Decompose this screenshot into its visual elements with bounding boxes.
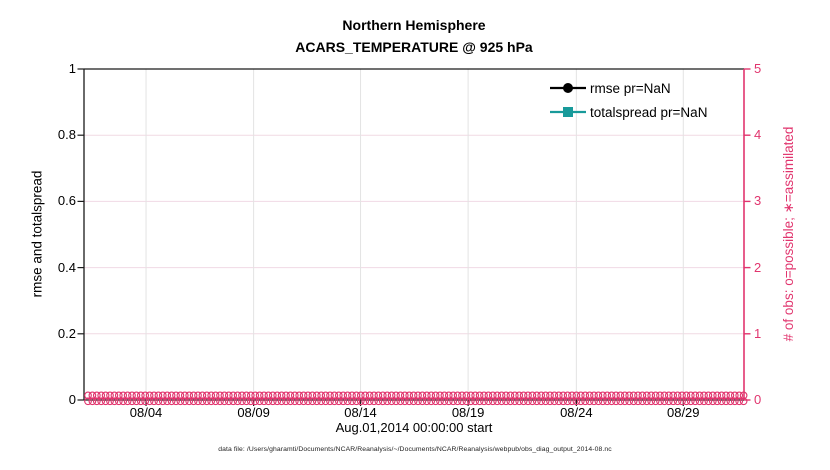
x-tick-label: 08/09 — [237, 405, 270, 420]
left-y-tick-label: 0.8 — [57, 127, 76, 143]
chart-subtitle: ACARS_TEMPERATURE @ 925 hPa — [295, 39, 533, 55]
left-y-tick-label: 0.2 — [57, 325, 76, 341]
left-y-tick-label: 0.6 — [57, 193, 76, 209]
right-y-tick-label: 3 — [754, 193, 762, 209]
right-y-tick-label: 4 — [754, 127, 762, 143]
legend-label-totalspread: totalspread pr=NaN — [590, 104, 708, 120]
legend-item-totalspread: totalspread pr=NaN — [549, 100, 707, 124]
left-y-axis-label: rmse and totalspread — [29, 170, 45, 298]
x-tick-label: 08/04 — [129, 405, 163, 420]
right-y-tick-label: 2 — [754, 259, 762, 275]
right-y-axis-label: # of obs: o=possible; ∗=assimilated — [781, 126, 796, 342]
x-axis-label: Aug.01,2014 00:00:00 start — [335, 420, 493, 435]
legend-label-rmse: rmse pr=NaN — [590, 80, 671, 96]
totalspread-line-marker-icon — [550, 107, 586, 117]
right-y-tick-label: 5 — [754, 61, 762, 76]
left-y-tick-label: 0 — [68, 392, 76, 407]
right-y-tick-label: 1 — [754, 325, 762, 341]
x-tick-label: 08/14 — [344, 405, 377, 420]
chart-title: Northern Hemisphere — [342, 17, 486, 33]
x-tick-label: 08/29 — [666, 405, 700, 420]
title-block: Northern Hemisphere ACARS_TEMPERATURE @ … — [84, 14, 744, 58]
rmse-line-marker-icon — [550, 83, 586, 93]
left-y-tick-label: 0.4 — [57, 259, 76, 275]
legend: rmse pr=NaN totalspread pr=NaN — [549, 76, 707, 124]
x-tick-label: 08/19 — [451, 405, 485, 420]
right-y-tick-label: 0 — [754, 392, 762, 407]
left-y-tick-label: 1 — [68, 61, 76, 76]
legend-item-rmse: rmse pr=NaN — [549, 76, 707, 100]
data-file-caption: data file: /Users/gharamti/Documents/NCA… — [218, 446, 612, 453]
x-tick-label: 08/24 — [560, 405, 593, 420]
